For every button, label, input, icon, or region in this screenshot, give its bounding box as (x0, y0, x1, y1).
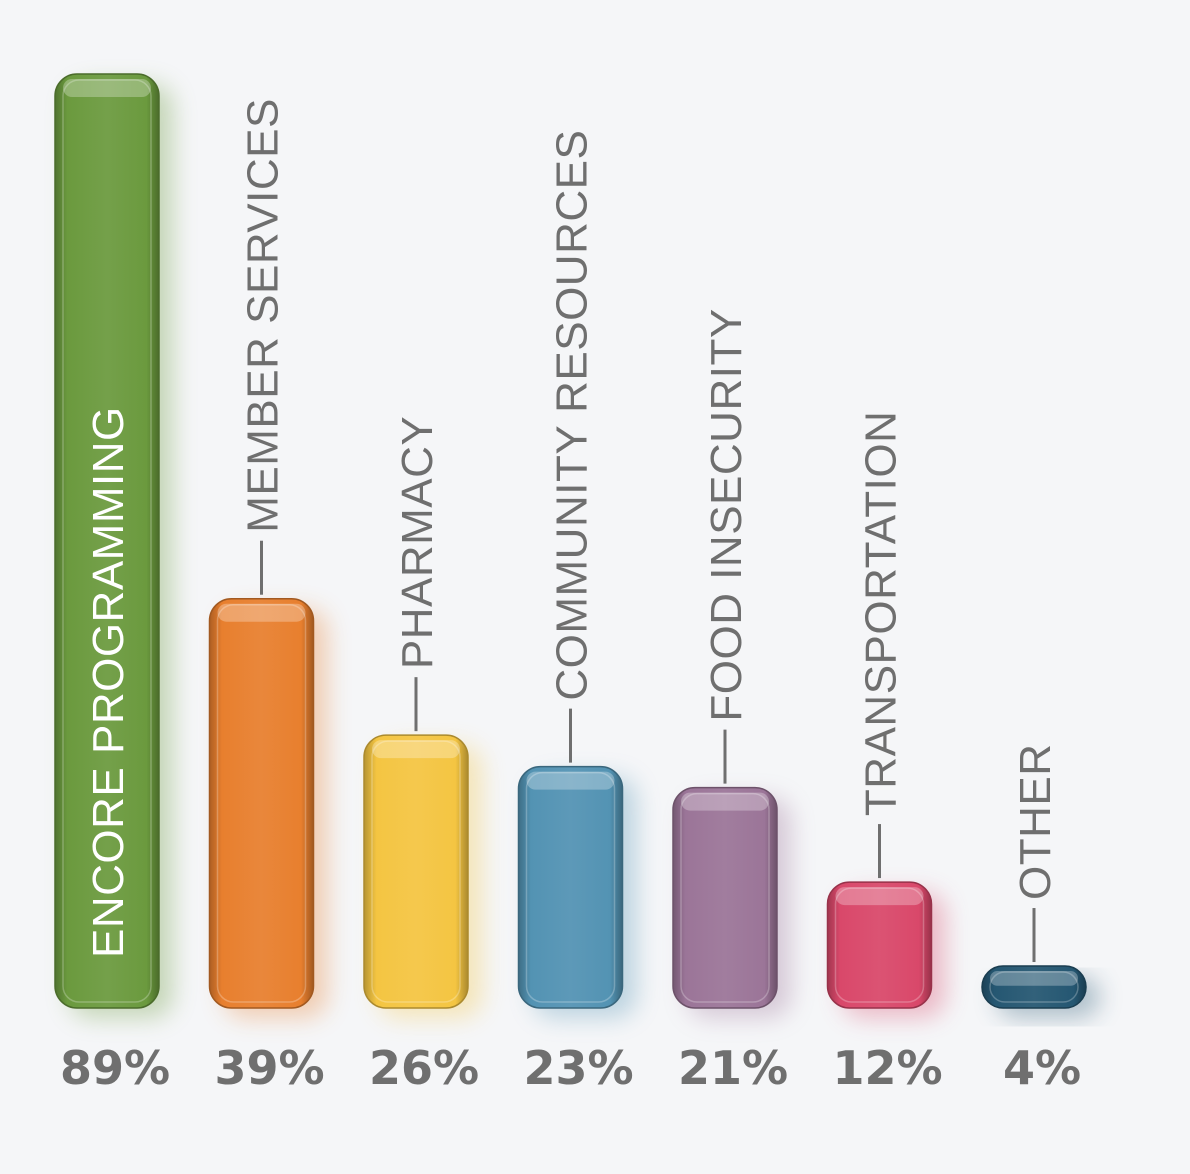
value-label-other: 4% (1003, 1041, 1081, 1095)
bar-body (826, 881, 933, 1009)
category-label-encore-programming: ENCORE PROGRAMMING (84, 406, 133, 958)
bar-highlight (990, 971, 1078, 986)
bar-bevel (989, 971, 1079, 1003)
bar-highlight (372, 740, 460, 759)
value-label-member-services: 39% (214, 1041, 324, 1095)
category-label-community-resources: COMMUNITY RESOURCES (548, 130, 597, 701)
bar-bevel (371, 740, 461, 1003)
bar-highlight (63, 79, 151, 97)
bar-highlight (835, 887, 924, 906)
value-label-pharmacy: 26% (369, 1041, 479, 1095)
bar-body (363, 734, 469, 1009)
bar-food-insecurity (672, 786, 791, 1018)
bar-bevel (216, 603, 307, 1003)
bar-pharmacy (363, 734, 482, 1018)
bar-body (981, 965, 1087, 1009)
value-label-transportation: 12% (832, 1041, 942, 1095)
bar-community-resources (517, 765, 637, 1018)
value-label-food-insecurity: 21% (678, 1041, 788, 1095)
bar-other (981, 965, 1100, 1018)
bars-layer (54, 73, 1100, 1018)
bar-body (672, 786, 778, 1009)
category-label-other: OTHER (1011, 744, 1060, 901)
category-labels-layer: ENCORE PROGRAMMING MEMBER SERVICES PHARMAC… (84, 98, 1060, 963)
value-label-community-resources: 23% (523, 1041, 633, 1095)
category-label-pharmacy: PHARMACY (393, 416, 442, 669)
bar-bevel (680, 792, 770, 1003)
bar-member-services (208, 597, 328, 1018)
bar-highlight (217, 603, 306, 622)
bar-bevel (834, 887, 925, 1003)
bar-body (208, 597, 315, 1009)
category-label-transportation: TRANSPORTATION (857, 411, 906, 816)
bar-body (517, 765, 624, 1009)
bar-body (54, 73, 160, 1009)
bar-transportation (826, 881, 946, 1018)
bar-bevel (62, 79, 152, 1003)
bar-highlight (681, 792, 769, 811)
value-labels-layer: 89% 39% 26% 23% 21% 12% 4% (60, 1041, 1081, 1095)
value-label-encore-programming: 89% (60, 1041, 170, 1095)
category-label-food-insecurity: FOOD INSECURITY (702, 308, 751, 721)
bar-bevel (525, 771, 616, 1003)
category-label-member-services: MEMBER SERVICES (239, 98, 288, 533)
bar-encore-programming (54, 73, 173, 1018)
bar-highlight (526, 771, 615, 790)
